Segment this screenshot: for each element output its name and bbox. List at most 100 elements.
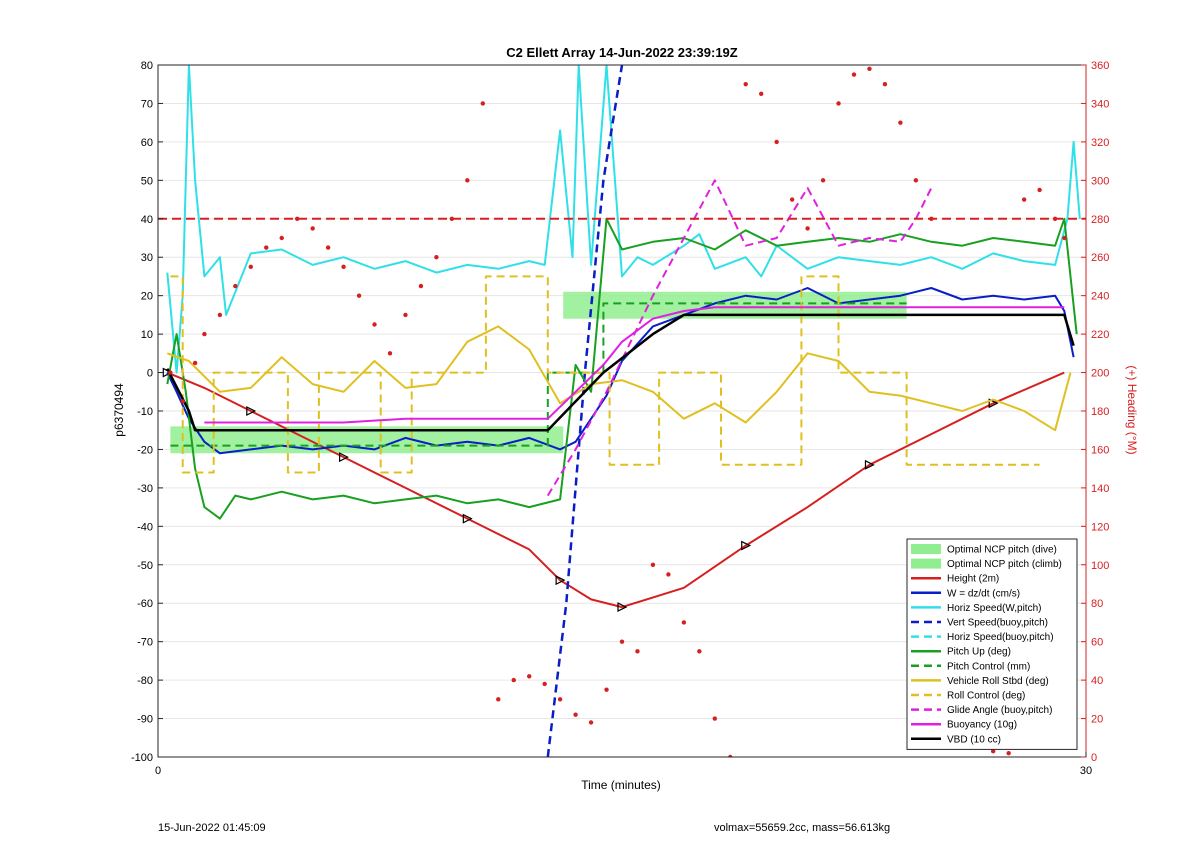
legend-entry: Horiz Speed(buoy,pitch) bbox=[947, 632, 1054, 643]
heading-point bbox=[418, 283, 424, 289]
y-right-tick-label: 180 bbox=[1091, 406, 1109, 418]
legend-entry: Height (2m) bbox=[947, 574, 999, 585]
heading-point bbox=[496, 697, 501, 702]
y-axis-label: p6370494 bbox=[112, 383, 126, 437]
height-marker bbox=[617, 602, 628, 613]
legend-entry: VBD (10 cc) bbox=[947, 734, 1001, 745]
y-tick-label: -50 bbox=[137, 560, 153, 572]
heading-point bbox=[248, 264, 253, 270]
legend-entry: Pitch Control (mm) bbox=[947, 661, 1030, 672]
legend-entry: Horiz Speed(W,pitch) bbox=[947, 603, 1041, 614]
series-line-3 bbox=[546, 65, 624, 757]
y-right-tick-label: 80 bbox=[1091, 598, 1103, 610]
y-tick-label: -70 bbox=[137, 637, 153, 649]
heading-point bbox=[898, 120, 903, 125]
height-marker bbox=[988, 398, 999, 409]
legend-entry: Pitch Up (deg) bbox=[947, 647, 1011, 658]
heading-point bbox=[820, 178, 826, 183]
heading-point bbox=[217, 312, 223, 318]
y-right-tick-label: 120 bbox=[1091, 521, 1109, 533]
legend-entry: Optimal NCP pitch (dive) bbox=[947, 545, 1057, 556]
y-right-tick-label: 40 bbox=[1091, 675, 1103, 687]
heading-point bbox=[991, 749, 996, 754]
y-tick-label: -20 bbox=[137, 444, 153, 456]
y-right-tick-label: 60 bbox=[1091, 637, 1103, 649]
heading-point bbox=[650, 562, 656, 567]
heading-point bbox=[1021, 197, 1027, 202]
legend-entry: Roll Control (deg) bbox=[947, 691, 1025, 702]
y-tick-label: 20 bbox=[141, 291, 153, 303]
y-tick-label: -80 bbox=[137, 675, 153, 687]
y-tick-label: 40 bbox=[141, 214, 153, 226]
heading-point bbox=[465, 178, 470, 183]
heading-point bbox=[759, 91, 764, 97]
heading-point bbox=[697, 649, 702, 654]
heading-point bbox=[341, 264, 346, 270]
heading-point bbox=[295, 216, 300, 221]
y-tick-label: -100 bbox=[131, 752, 153, 764]
heading-point bbox=[387, 351, 393, 356]
heading-point bbox=[728, 754, 733, 757]
legend-entry: Glide Angle (buoy,pitch) bbox=[947, 705, 1052, 716]
heading-point bbox=[851, 72, 857, 77]
heading-point bbox=[403, 312, 408, 318]
y-tick-label: 60 bbox=[141, 137, 153, 149]
heading-point bbox=[264, 245, 269, 250]
heading-point bbox=[1037, 187, 1042, 193]
y-right-tick-label: 140 bbox=[1091, 483, 1109, 495]
height-marker bbox=[462, 513, 473, 524]
heading-point bbox=[325, 245, 331, 250]
x-tick-label: 0 bbox=[155, 765, 161, 777]
series-layer bbox=[158, 65, 1086, 757]
x-tick-label: 30 bbox=[1080, 765, 1092, 777]
heading-point bbox=[789, 197, 795, 202]
heading-point bbox=[619, 639, 625, 644]
y-right-tick-label: 20 bbox=[1091, 714, 1103, 726]
y-right-tick-label: 160 bbox=[1091, 444, 1109, 456]
footer-mass-info: volmax=55659.2cc, mass=56.613kg bbox=[714, 822, 891, 834]
legend-entry: W = dz/dt (cm/s) bbox=[947, 588, 1020, 599]
y-right-tick-label: 220 bbox=[1091, 329, 1109, 341]
heading-point bbox=[573, 712, 578, 717]
y-right-tick-label: 0 bbox=[1091, 752, 1097, 764]
heading-point bbox=[774, 139, 779, 145]
heading-point bbox=[1062, 235, 1067, 241]
y-right-tick-label: 260 bbox=[1091, 252, 1109, 264]
heading-point bbox=[867, 66, 872, 72]
y-right-tick-label: 340 bbox=[1091, 98, 1109, 110]
series-line-6 bbox=[170, 302, 907, 447]
legend-entry: Vehicle Roll Stbd (deg) bbox=[947, 676, 1049, 687]
heading-point bbox=[913, 178, 919, 183]
heading-point bbox=[557, 697, 563, 702]
heading-point bbox=[527, 674, 532, 679]
series-line-2 bbox=[166, 65, 1081, 374]
heading-point bbox=[168, 370, 173, 375]
y-right-tick-label: 240 bbox=[1091, 291, 1109, 303]
footer-timestamp: 15-Jun-2022 01:45:09 bbox=[158, 822, 266, 834]
height-marker bbox=[246, 406, 257, 416]
heading-point bbox=[310, 226, 315, 231]
height-marker bbox=[741, 540, 752, 551]
series-line-5 bbox=[166, 217, 1078, 520]
heading-point bbox=[356, 293, 362, 298]
y-tick-label: -40 bbox=[137, 521, 153, 533]
y-tick-label: -30 bbox=[137, 483, 153, 495]
heading-point bbox=[192, 360, 198, 366]
heading-point bbox=[805, 226, 810, 231]
y-tick-label: 50 bbox=[141, 175, 153, 187]
heading-point bbox=[743, 82, 748, 87]
legend: Optimal NCP pitch (dive) Optimal NCP pitc… bbox=[906, 538, 1078, 750]
heading-point bbox=[180, 399, 185, 404]
height-marker bbox=[864, 459, 875, 470]
y-right-tick-label: 200 bbox=[1091, 368, 1109, 380]
legend-swatch bbox=[911, 544, 941, 554]
heading-point bbox=[712, 716, 717, 721]
heading-point bbox=[588, 720, 594, 725]
y-right-tick-label: 100 bbox=[1091, 560, 1109, 572]
y-tick-label: -60 bbox=[137, 598, 153, 610]
heading-point bbox=[666, 572, 671, 577]
y-right-tick-label: 300 bbox=[1091, 175, 1109, 187]
heading-point bbox=[480, 101, 485, 106]
heading-point bbox=[604, 687, 609, 692]
